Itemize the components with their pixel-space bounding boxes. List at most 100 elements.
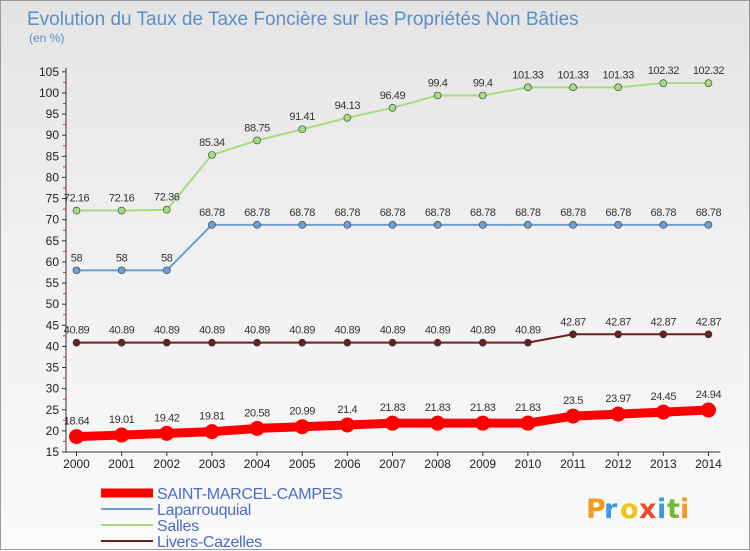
y-tick-label: 90 (46, 128, 60, 142)
data-label: 23.5 (563, 395, 583, 407)
data-point (433, 91, 442, 100)
data-label: 40.89 (154, 325, 180, 337)
y-tick-label: 20 (46, 424, 60, 438)
data-label: 101.33 (557, 69, 589, 81)
data-label: 68.78 (470, 207, 496, 219)
x-tick-label: 2009 (469, 457, 496, 471)
data-point (117, 266, 126, 275)
y-tick-label: 40 (46, 339, 60, 353)
data-point (162, 266, 171, 275)
data-point (704, 330, 713, 339)
logo-letter: P (586, 494, 606, 525)
data-label: 68.78 (605, 207, 631, 219)
data-label: 68.78 (560, 207, 586, 219)
data-point (524, 83, 532, 92)
data-label: 19.01 (109, 414, 135, 426)
data-point (614, 83, 622, 92)
data-label: 68.78 (244, 207, 270, 219)
y-tick-label: 75 (46, 192, 60, 206)
y-tick-label: 30 (46, 382, 60, 396)
data-point (253, 221, 261, 229)
proxiti-logo: Pr o x i t i (586, 494, 689, 525)
data-point (614, 221, 622, 229)
data-point (253, 136, 261, 145)
data-label: 19.81 (199, 411, 225, 423)
data-label: 68.78 (696, 207, 722, 219)
logo-letter: x (639, 494, 656, 525)
y-tick-label: 70 (46, 213, 60, 227)
data-label: 42.87 (560, 316, 586, 328)
data-label: 88.75 (244, 122, 270, 134)
data-point (704, 79, 713, 87)
data-label: 23.97 (605, 393, 631, 405)
data-point (388, 221, 397, 229)
data-point (343, 221, 352, 229)
data-point (655, 404, 671, 420)
data-label: 68.78 (651, 207, 677, 219)
data-point (162, 205, 171, 214)
data-point (388, 103, 397, 112)
series-lines (69, 79, 716, 445)
data-point (208, 151, 216, 159)
y-tick-label: 60 (46, 255, 60, 269)
data-point (343, 113, 352, 122)
data-label: 21.4 (337, 404, 357, 416)
data-label: 24.94 (696, 389, 722, 401)
data-label: 20.99 (289, 406, 315, 418)
legend-label: SAINT-MARCEL-CAMPES (157, 486, 342, 503)
y-tick-label: 25 (46, 403, 60, 417)
data-point (384, 415, 400, 431)
data-point (610, 406, 626, 422)
data-point (298, 338, 307, 347)
data-label: 94.13 (335, 100, 361, 112)
data-label: 21.83 (515, 402, 541, 414)
data-label: 40.89 (64, 325, 90, 337)
x-tick-label: 2012 (605, 457, 632, 471)
data-point (208, 338, 216, 347)
data-label: 20.58 (244, 407, 270, 419)
y-tick-label: 105 (39, 65, 59, 79)
data-point (569, 83, 577, 92)
data-point (520, 415, 536, 431)
x-tick-label: 2008 (424, 457, 451, 471)
data-label: 68.78 (335, 207, 361, 219)
data-label: 102.32 (648, 65, 680, 77)
data-label: 99.4 (428, 77, 448, 89)
data-point (208, 221, 216, 229)
x-tick-label: 2003 (199, 457, 226, 471)
data-point (298, 125, 307, 134)
data-point (478, 338, 487, 347)
data-label: 58 (71, 252, 83, 264)
data-point (614, 330, 622, 339)
data-label: 42.87 (651, 316, 677, 328)
data-label: 18.64 (64, 416, 90, 428)
data-point (294, 419, 310, 435)
data-point (569, 221, 577, 229)
legend-label: Laparrouquial (157, 502, 251, 519)
data-label: 101.33 (603, 69, 635, 81)
data-point (253, 338, 261, 347)
data-point (339, 417, 355, 433)
axes: 15 20 25 30 35 40 45 50 55 60 65 70 75 80 85 90 95 100 105… (39, 65, 722, 471)
logo-letter: r (604, 494, 618, 525)
data-point (204, 424, 220, 440)
data-label: 72.36 (154, 192, 180, 204)
y-tick-label: 85 (46, 149, 60, 163)
data-point (117, 206, 126, 215)
data-point (433, 221, 442, 229)
data-point (475, 415, 491, 431)
data-label: 58 (161, 252, 173, 264)
data-label: 68.78 (199, 207, 225, 219)
y-tick-label: 50 (46, 297, 60, 311)
x-tick-label: 2011 (560, 457, 586, 471)
data-point (433, 338, 442, 347)
y-tick-label: 80 (46, 170, 60, 184)
data-label: 91.41 (289, 111, 315, 123)
x-tick-label: 2014 (695, 457, 722, 471)
data-point (700, 402, 716, 418)
x-tick-label: 2006 (334, 457, 361, 471)
y-axis-unit: (en %) (29, 31, 64, 45)
legend-label: Livers-Cazelles (157, 534, 262, 551)
data-point (69, 429, 84, 445)
